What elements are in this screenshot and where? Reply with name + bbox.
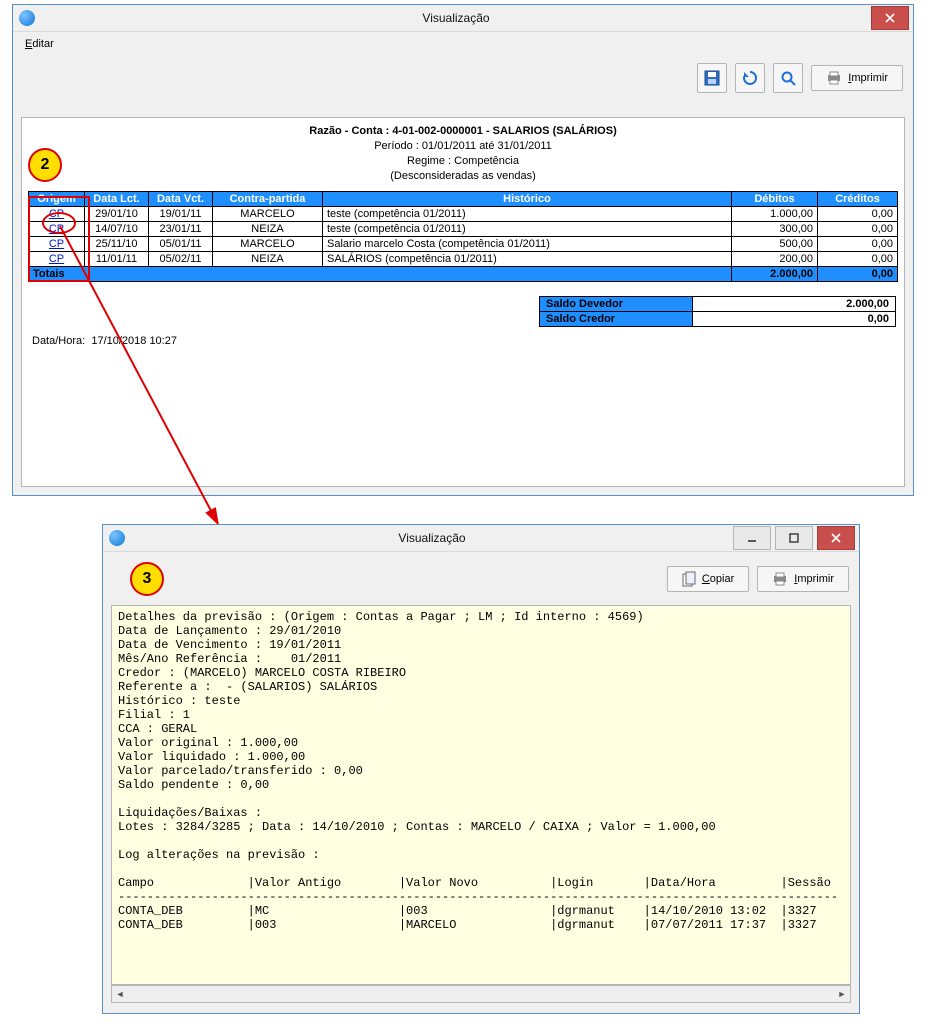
cell-deb: 1.000,00 bbox=[732, 207, 818, 222]
col-data-vct: Data Vct. bbox=[149, 192, 213, 207]
detail-text[interactable]: Detalhes da previsão : (Origem : Contas … bbox=[111, 605, 851, 985]
printer-icon bbox=[826, 71, 842, 85]
zoom-button[interactable] bbox=[773, 63, 803, 93]
col-origem: Origem bbox=[29, 192, 85, 207]
zoom-icon bbox=[780, 70, 796, 86]
cell-historico: Salario marcelo Costa (competência 01/20… bbox=[323, 237, 732, 252]
horizontal-scrollbar[interactable]: ◄ ► bbox=[111, 985, 851, 1003]
col-contra: Contra-partida bbox=[213, 192, 323, 207]
col-historico: Histórico bbox=[323, 192, 732, 207]
cell-data-lct: 14/07/10 bbox=[85, 222, 149, 237]
cell-cred: 0,00 bbox=[818, 222, 898, 237]
report-regime: Regime : Competência bbox=[26, 154, 900, 169]
cell-cred: 0,00 bbox=[818, 252, 898, 267]
saldo-credor-label: Saldo Credor bbox=[540, 312, 693, 327]
saldo-devedor-label: Saldo Devedor bbox=[540, 297, 693, 312]
scroll-right-icon[interactable]: ► bbox=[834, 987, 850, 1001]
window-ledger: Visualização Editar Imprimir bbox=[12, 4, 914, 496]
maximize-button[interactable] bbox=[775, 526, 813, 550]
maximize-icon bbox=[789, 533, 799, 543]
cell-cred: 0,00 bbox=[818, 207, 898, 222]
copy-label: opiar bbox=[710, 573, 734, 585]
print-label: mprimir bbox=[797, 573, 834, 585]
cell-data-vct: 19/01/11 bbox=[149, 207, 213, 222]
menu-editar[interactable]: Editar bbox=[19, 36, 60, 52]
print-button[interactable]: Imprimir bbox=[757, 566, 849, 592]
close-button[interactable] bbox=[817, 526, 855, 550]
col-data-lct: Data Lct. bbox=[85, 192, 149, 207]
origem-link[interactable]: CP bbox=[49, 208, 64, 220]
floppy-icon bbox=[704, 70, 720, 86]
cell-contra: NEIZA bbox=[213, 252, 323, 267]
close-icon bbox=[885, 13, 895, 23]
titlebar: Visualização bbox=[13, 5, 913, 32]
app-icon bbox=[19, 10, 35, 26]
cell-contra: MARCELO bbox=[213, 237, 323, 252]
toolbar: Imprimir bbox=[13, 56, 913, 100]
totais-cred: 0,00 bbox=[818, 267, 898, 282]
saldo-table: Saldo Devedor 2.000,00 Saldo Credor 0,00 bbox=[539, 296, 896, 327]
window-title: Visualização bbox=[41, 11, 871, 25]
origem-link[interactable]: CP bbox=[49, 253, 64, 265]
cell-data-lct: 29/01/10 bbox=[85, 207, 149, 222]
cell-historico: teste (competência 01/2011) bbox=[323, 207, 732, 222]
origem-link[interactable]: CP bbox=[49, 223, 64, 235]
copy-button[interactable]: Copiar bbox=[667, 566, 749, 592]
save-button[interactable] bbox=[697, 63, 727, 93]
cell-historico: SALÁRIOS (competência 01/2011) bbox=[323, 252, 732, 267]
cell-deb: 200,00 bbox=[732, 252, 818, 267]
report-header: Razão - Conta : 4-01-002-0000001 - SALAR… bbox=[22, 118, 904, 191]
scroll-left-icon[interactable]: ◄ bbox=[112, 987, 128, 1001]
minimize-button[interactable] bbox=[733, 526, 771, 550]
cell-deb: 500,00 bbox=[732, 237, 818, 252]
cell-cred: 0,00 bbox=[818, 237, 898, 252]
cell-contra: MARCELO bbox=[213, 207, 323, 222]
window-detail: Visualização Copiar Imprimir Detalhes da… bbox=[102, 524, 860, 1014]
report-note: (Desconsideradas as vendas) bbox=[26, 169, 900, 184]
window-title: Visualização bbox=[131, 531, 733, 545]
cell-historico: teste (competência 01/2011) bbox=[323, 222, 732, 237]
table-row: CP 14/07/1023/01/11NEIZAteste (competênci… bbox=[29, 222, 898, 237]
refresh-icon bbox=[742, 70, 758, 86]
cell-deb: 300,00 bbox=[732, 222, 818, 237]
refresh-button[interactable] bbox=[735, 63, 765, 93]
copy-icon bbox=[682, 571, 696, 587]
menubar: Editar bbox=[13, 32, 913, 56]
report-period: Período : 01/01/2011 até 31/01/2011 bbox=[26, 139, 900, 154]
saldo-devedor-val: 2.000,00 bbox=[693, 297, 896, 312]
cell-data-lct: 25/11/10 bbox=[85, 237, 149, 252]
toolbar: Copiar Imprimir bbox=[103, 552, 859, 606]
timestamp: Data/Hora: 17/10/2018 10:27 bbox=[32, 335, 894, 347]
cell-data-vct: 05/01/11 bbox=[149, 237, 213, 252]
cell-contra: NEIZA bbox=[213, 222, 323, 237]
cell-data-vct: 23/01/11 bbox=[149, 222, 213, 237]
close-button[interactable] bbox=[871, 6, 909, 30]
print-label: mprimir bbox=[851, 72, 888, 84]
ledger-table: Origem Data Lct. Data Vct. Contra-partid… bbox=[28, 191, 898, 282]
col-creditos: Créditos bbox=[818, 192, 898, 207]
table-row: CP 11/01/1105/02/11NEIZASALÁRIOS (competê… bbox=[29, 252, 898, 267]
origem-link[interactable]: CP bbox=[49, 238, 64, 250]
titlebar: Visualização bbox=[103, 525, 859, 552]
printer-icon bbox=[772, 572, 788, 586]
cell-data-vct: 05/02/11 bbox=[149, 252, 213, 267]
app-icon bbox=[109, 530, 125, 546]
close-icon bbox=[831, 533, 841, 543]
callout-badge-2: 2 bbox=[28, 148, 62, 182]
totais-deb: 2.000,00 bbox=[732, 267, 818, 282]
saldo-credor-val: 0,00 bbox=[693, 312, 896, 327]
cell-data-lct: 11/01/11 bbox=[85, 252, 149, 267]
print-button[interactable]: Imprimir bbox=[811, 65, 903, 91]
report-content: Razão - Conta : 4-01-002-0000001 - SALAR… bbox=[21, 117, 905, 487]
table-row: CP 29/01/1019/01/11MARCELOteste (competên… bbox=[29, 207, 898, 222]
totais-label: Totais bbox=[29, 267, 732, 282]
callout-badge-3: 3 bbox=[130, 562, 164, 596]
report-title: Razão - Conta : 4-01-002-0000001 - SALAR… bbox=[26, 124, 900, 139]
col-debitos: Débitos bbox=[732, 192, 818, 207]
table-row: CP 25/11/1005/01/11MARCELOSalario marcelo… bbox=[29, 237, 898, 252]
minimize-icon bbox=[747, 533, 757, 543]
